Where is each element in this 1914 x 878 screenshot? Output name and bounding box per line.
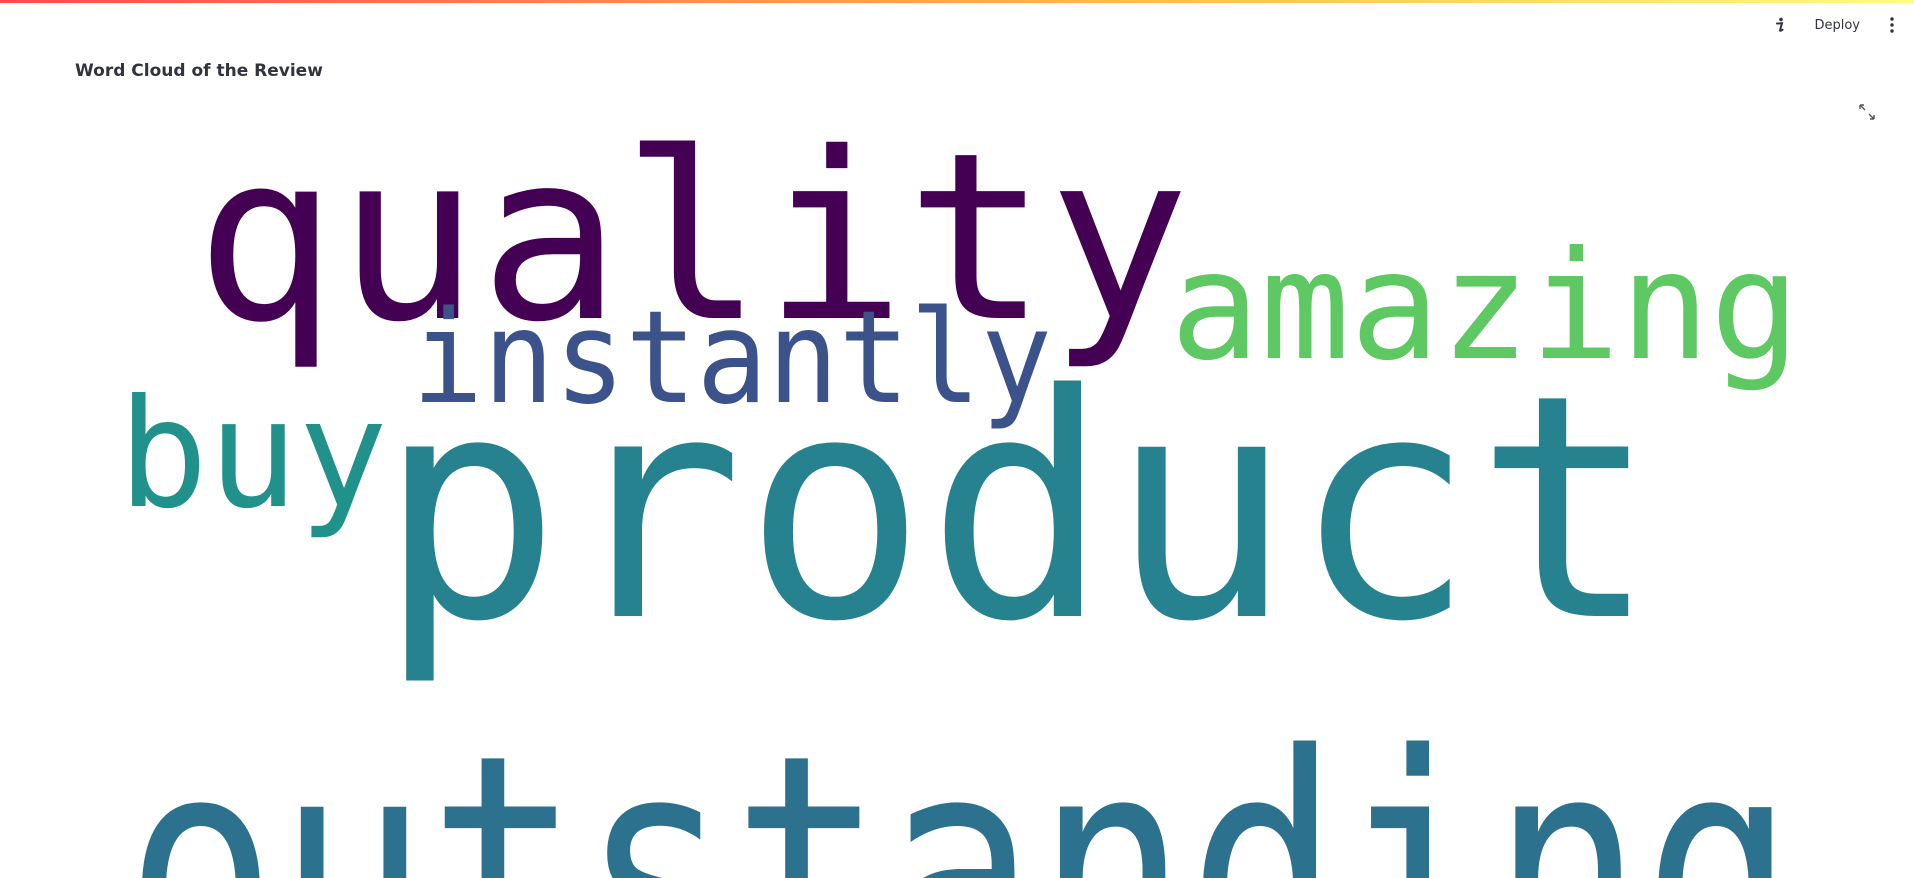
word-product: product bbox=[378, 329, 1658, 690]
info-icon[interactable] bbox=[1770, 15, 1790, 35]
word-quality: quality bbox=[195, 103, 1190, 373]
word-buy: buy bbox=[118, 368, 388, 542]
kebab-menu-icon[interactable] bbox=[1884, 15, 1900, 35]
word-amazing: amazing bbox=[1170, 220, 1800, 394]
word-outstanding: outstanding bbox=[125, 689, 1795, 878]
header-decoration-stripe bbox=[0, 0, 1914, 3]
deploy-button[interactable]: Deploy bbox=[1808, 16, 1866, 35]
word-cloud-image: quality amazing instantly buy product ou… bbox=[0, 96, 1914, 878]
expand-icon[interactable] bbox=[1858, 103, 1876, 121]
page-title: Word Cloud of the Review bbox=[75, 61, 323, 81]
app-toolbar: Deploy bbox=[1770, 14, 1900, 36]
word-instantly: instantly bbox=[412, 284, 1052, 433]
